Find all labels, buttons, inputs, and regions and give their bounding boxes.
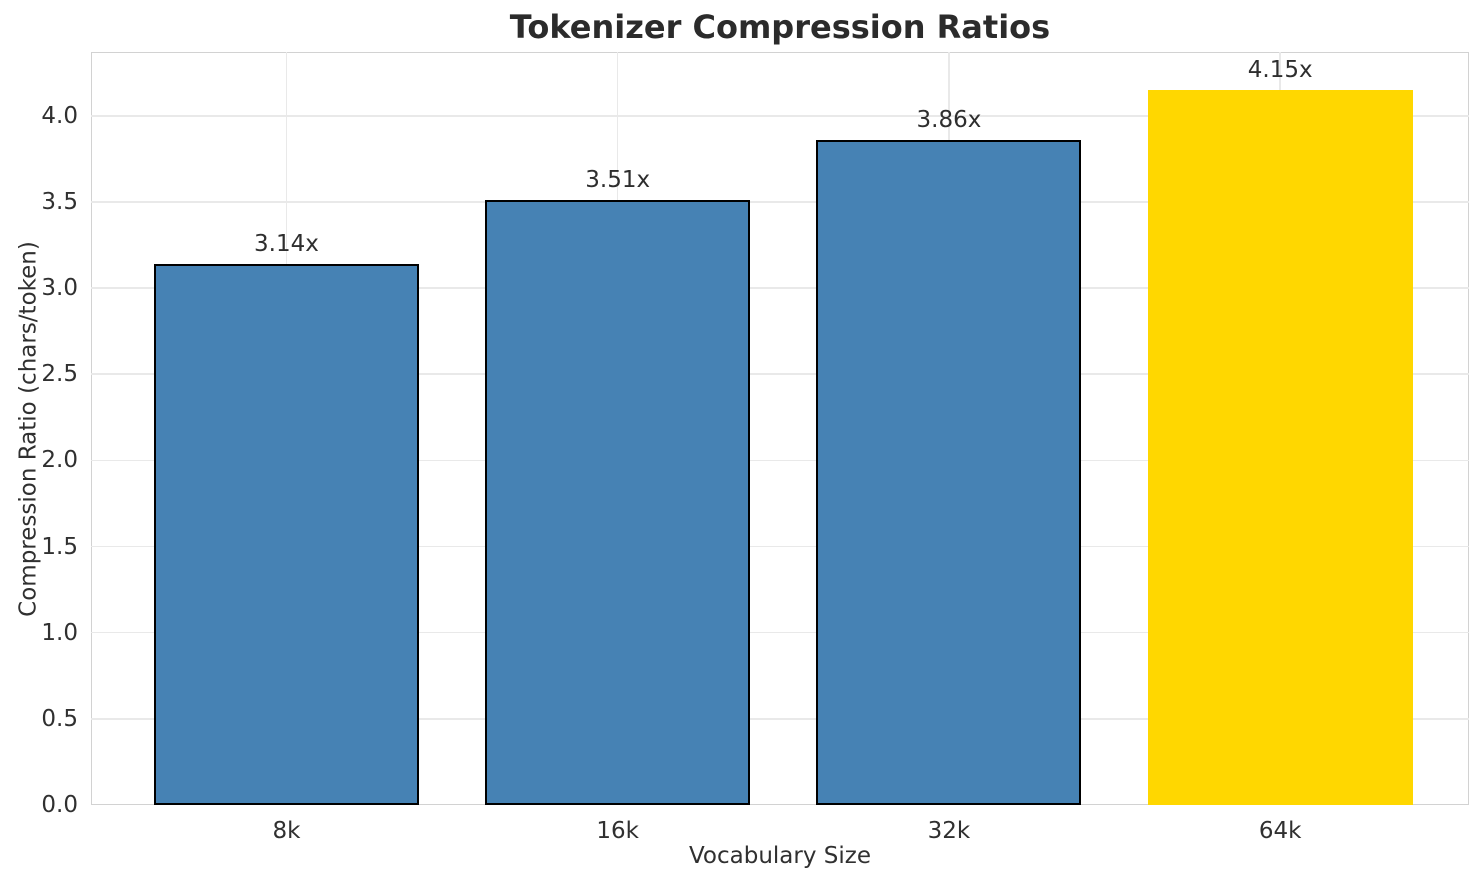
x-tick-label: 64k: [1258, 818, 1302, 844]
y-tick-label: 2.0: [41, 447, 78, 474]
y-tick-label: 3.5: [41, 188, 78, 215]
y-gridline: [91, 373, 1469, 375]
bar: [153, 263, 419, 805]
bar: [816, 139, 1082, 805]
y-tick-label: 2.5: [41, 361, 78, 388]
bar-value-label: 3.86x: [916, 106, 982, 133]
x-tick-label: 32k: [927, 818, 971, 844]
y-gridline: [91, 115, 1469, 117]
y-tick-label: 0.0: [41, 792, 78, 818]
y-tick-label: 4.0: [41, 102, 78, 129]
x-tick-label: 8k: [272, 818, 301, 844]
y-gridline: [91, 545, 1469, 548]
chart-title: Tokenizer Compression Ratios: [509, 8, 1051, 46]
bar-value-label: 3.14x: [254, 230, 319, 257]
y-tick-label: 3.0: [41, 275, 78, 302]
y-tick-label: 1.5: [41, 533, 78, 560]
y-gridline: [91, 459, 1469, 462]
y-gridline: [91, 718, 1469, 720]
y-tick-label: 1.0: [41, 619, 78, 646]
bar-value-label: 4.15x: [1247, 56, 1313, 83]
x-tick-label: 16k: [596, 818, 639, 844]
y-gridline: [91, 287, 1469, 289]
bar: [485, 200, 751, 805]
y-tick-label: 0.5: [41, 705, 78, 732]
y-axis-label: Compression Ratio (chars/token): [15, 241, 42, 617]
x-axis-label: Vocabulary Size: [688, 843, 871, 869]
bar-value-label: 3.51x: [585, 167, 651, 194]
bar: [1147, 89, 1413, 805]
y-gridline: [91, 201, 1469, 203]
y-gridline: [91, 631, 1469, 634]
